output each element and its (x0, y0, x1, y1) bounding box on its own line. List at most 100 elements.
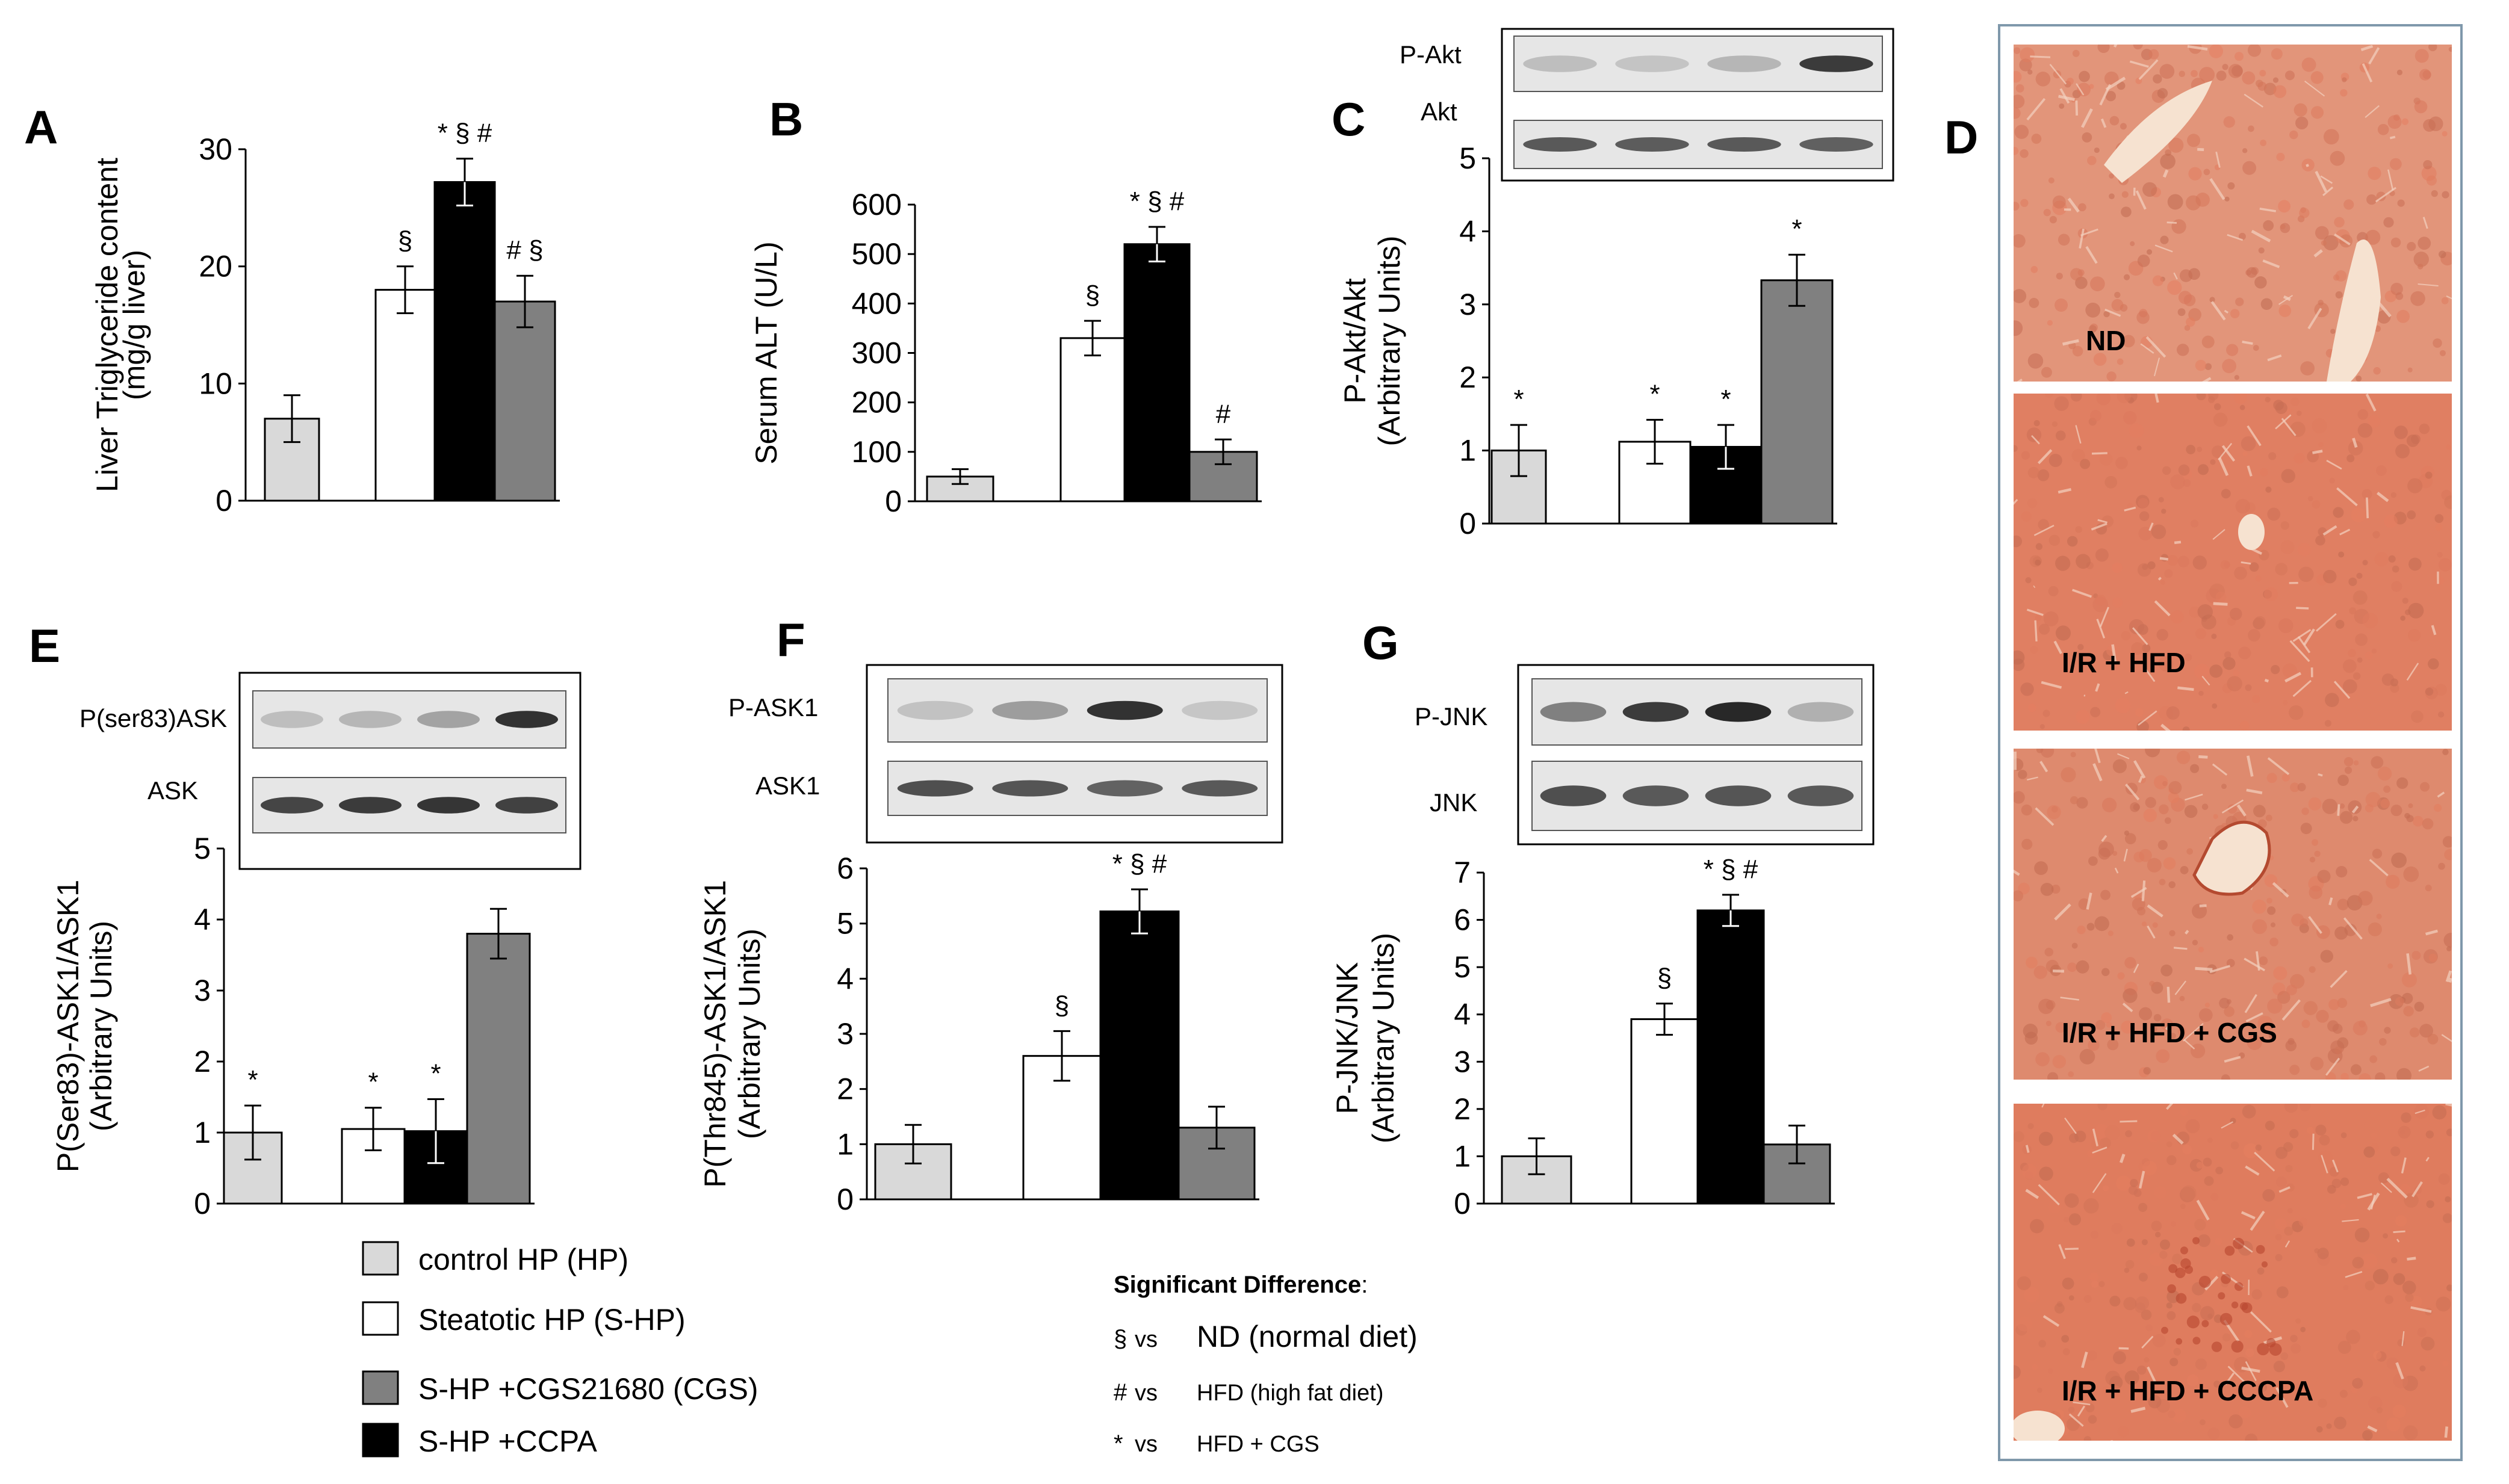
tissue-cell (2397, 1339, 2405, 1347)
panel-letters: A B C D E F G (24, 93, 1978, 672)
tissue-cell (2085, 1403, 2095, 1412)
y-tick-label-g: 3 (1454, 1045, 1471, 1078)
tissue-sinusoid (2159, 557, 2169, 561)
tissue-cell (2123, 410, 2137, 425)
tissue-cell (2178, 291, 2192, 305)
tissue-sinusoid (2172, 1133, 2184, 1145)
tissue-cell (2390, 683, 2399, 693)
tissue-sinusoid (2389, 135, 2396, 140)
tissue-cell (2124, 833, 2136, 845)
tissue-cell (2431, 190, 2438, 197)
tissue-cell (2093, 353, 2107, 366)
tissue-cell (2273, 966, 2287, 980)
tissue-cell (2152, 1334, 2166, 1347)
blot-band-g-2-3 (1705, 785, 1772, 806)
y-tick-label-g: 6 (1454, 903, 1471, 937)
tissue-cell (2128, 1186, 2138, 1195)
tissue-sinusoid (2058, 1244, 2066, 1260)
tissue-sinusoid (2039, 761, 2048, 773)
tissue-cell (2130, 802, 2140, 812)
tissue-cell (2439, 250, 2446, 258)
tissue-cell (2281, 469, 2296, 483)
tissue-cell (2433, 338, 2442, 348)
tissue-sinusoid (2094, 749, 2101, 764)
tissue-cell (2247, 45, 2262, 57)
error-bar-e-2 (365, 1107, 382, 1151)
tissue-cell (2075, 526, 2082, 533)
tissue-sinusoid (2147, 904, 2163, 918)
y-axis-label-a: Liver Triglyceride content (90, 158, 124, 492)
tissue-sinusoid (2209, 178, 2225, 200)
tissue-cell (2289, 1065, 2300, 1075)
tissue-cell (2145, 797, 2156, 808)
tissue-cell (2419, 1365, 2426, 1372)
tissue-cell (2342, 679, 2357, 694)
tissue-cell (2203, 168, 2210, 176)
bar-g-3 (1696, 909, 1765, 1205)
tissue-cell (2121, 631, 2131, 641)
tissue-cell (2117, 81, 2126, 90)
tissue-sinusoid (2351, 805, 2359, 814)
histology-image-ir-hfd-ccpa: I/R + HFD + CCCPA (2014, 1104, 2452, 1441)
tissue-cell (2243, 1143, 2259, 1158)
tissue-sinusoid (2393, 1230, 2405, 1233)
panel-letter-g: G (1362, 616, 1399, 669)
error-bar-g-1 (1528, 1137, 1545, 1175)
tissue-cell (2192, 939, 2198, 945)
y-tick-label-b: 600 (852, 188, 902, 221)
tissue-sinusoid (2224, 1056, 2241, 1063)
tissue-cell (2144, 1357, 2150, 1363)
tissue-sinusoid (2367, 1425, 2378, 1433)
tissue-cell (2170, 474, 2186, 490)
tissue-cell (2017, 1276, 2031, 1290)
tissue-sinusoid (2096, 619, 2106, 638)
bar-g-2 (1630, 1018, 1699, 1205)
tissue-cell (2158, 656, 2174, 672)
tissue-cell (2314, 1248, 2319, 1254)
tissue-sinusoid (2049, 64, 2067, 85)
tissue-cell (2198, 1008, 2213, 1022)
tissue-cell (2047, 1368, 2053, 1374)
tissue-cell (2426, 175, 2437, 186)
tissue-sinusoid (2241, 1211, 2256, 1220)
tissue-sinusoid (2133, 760, 2146, 779)
tissue-cell (2035, 614, 2042, 621)
tissue-sinusoid (2026, 776, 2038, 781)
inflammatory-focus (2180, 1246, 2188, 1255)
tissue-cell (2099, 452, 2113, 466)
tissue-cell (2112, 850, 2118, 856)
tissue-cell (2201, 803, 2209, 810)
tissue-cell (2049, 215, 2057, 224)
inflammatory-focus (2167, 1284, 2176, 1293)
tissue-sinusoid (2330, 969, 2348, 988)
error-bar-g-4 (1788, 1124, 1805, 1164)
tissue-cell (2390, 1146, 2401, 1157)
tissue-cell (2411, 710, 2424, 723)
tissue-cell (2219, 998, 2230, 1009)
tissue-cell (2239, 1406, 2251, 1419)
tissue-cell (2268, 452, 2277, 460)
tissue-cell (2393, 1273, 2405, 1285)
tissue-cell (2097, 1104, 2107, 1110)
tissue-cell (2434, 803, 2442, 812)
tissue-cell (2199, 67, 2215, 82)
tissue-sinusoid (2117, 753, 2130, 759)
tissue-cell (2129, 619, 2144, 635)
tissue-cell (2329, 477, 2335, 484)
legend-label-1: control HP (HP) (418, 1243, 628, 1276)
tissue-cell (2394, 425, 2408, 439)
tissue-sinusoid (2247, 755, 2254, 777)
tissue-cell (2176, 750, 2191, 764)
panel-letter-b: B (769, 93, 803, 146)
tissue-cell (2195, 628, 2207, 640)
tissue-cell (2350, 1064, 2362, 1075)
tissue-cell (2401, 118, 2409, 125)
tissue-cell (2080, 459, 2091, 469)
tissue-sinusoid (2210, 301, 2226, 321)
tissue-cell (2434, 514, 2444, 523)
tissue-cell (2309, 856, 2316, 863)
blot-band-f-2-1 (897, 780, 973, 797)
tissue-cell (2076, 554, 2091, 569)
tissue-cell (2111, 299, 2124, 311)
tissue-sinusoid (2339, 528, 2351, 536)
